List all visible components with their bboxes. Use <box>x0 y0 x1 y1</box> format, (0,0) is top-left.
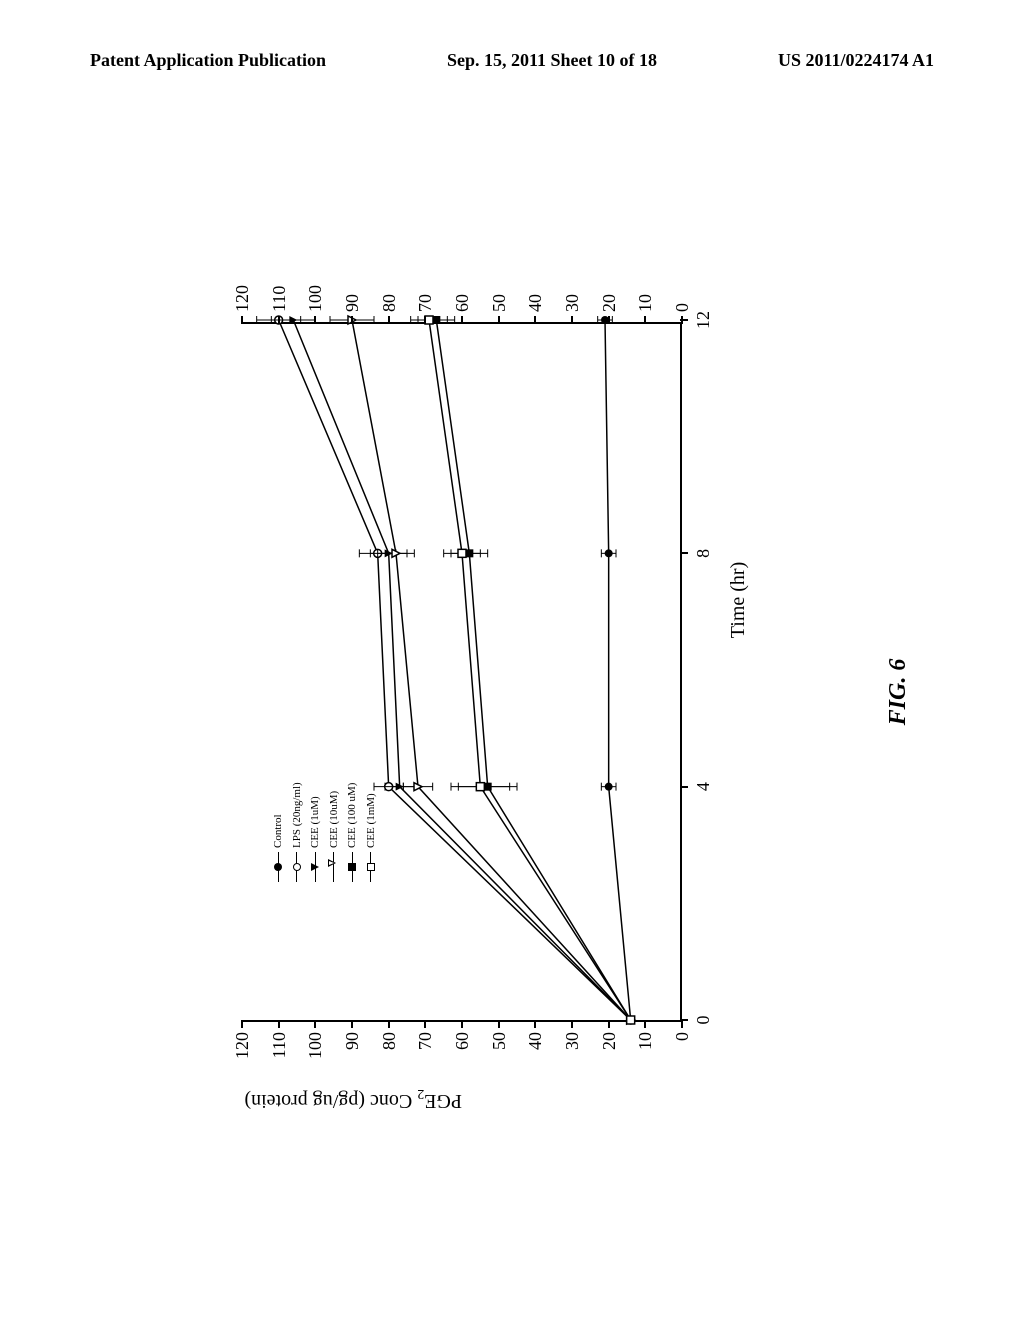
line-chart: PGE2 Conc (pg/ug protein) Control LPS (2… <box>222 242 782 1142</box>
y-tick <box>498 1020 500 1028</box>
y-tick <box>534 1020 536 1028</box>
y-tick-label: 100 <box>305 1032 326 1068</box>
y-tick-label: 80 <box>379 276 400 312</box>
legend-label: LPS (20ng/ml) <box>289 782 306 848</box>
y-tick <box>644 316 646 324</box>
y-tick-label: 120 <box>232 276 253 312</box>
y-tick <box>571 1020 573 1028</box>
y-tick-label: 10 <box>635 1032 656 1068</box>
y-tick-label: 110 <box>269 1032 290 1068</box>
y-tick <box>644 1020 646 1028</box>
legend-label: CEE (10uM) <box>326 791 343 848</box>
y-tick <box>351 1020 353 1028</box>
square-filled-icon <box>348 863 356 871</box>
x-axis-title: Time (hr) <box>727 562 750 638</box>
header-center: Sep. 15, 2011 Sheet 10 of 18 <box>447 50 657 71</box>
y-tick <box>608 316 610 324</box>
y-tick <box>461 316 463 324</box>
y-tick <box>424 1020 426 1028</box>
rotated-chart-wrapper: PGE2 Conc (pg/ug protein) Control LPS (2… <box>0 178 1024 1202</box>
page-header: Patent Application Publication Sep. 15, … <box>0 50 1024 71</box>
triangle-filled-icon <box>311 863 319 871</box>
y-tick-label: 40 <box>525 1032 546 1068</box>
y-tick-label: 40 <box>525 276 546 312</box>
legend: Control LPS (20ng/ml) CEE (1uM) CEE (10u… <box>270 782 381 882</box>
y-tick <box>241 316 243 324</box>
page-content: PGE2 Conc (pg/ug protein) Control LPS (2… <box>0 140 1024 1240</box>
y-tick-label: 80 <box>379 1032 400 1068</box>
y-tick <box>241 1020 243 1028</box>
y-tick-label: 90 <box>342 276 363 312</box>
legend-label: CEE (1mM) <box>363 793 380 848</box>
circle-filled-icon <box>274 863 282 871</box>
x-tick <box>680 1019 688 1021</box>
x-tick <box>680 786 688 788</box>
y-tick <box>534 316 536 324</box>
y-tick <box>461 1020 463 1028</box>
header-right: US 2011/0224174 A1 <box>778 50 934 71</box>
y-tick-label: 60 <box>452 276 473 312</box>
y-tick <box>388 1020 390 1028</box>
y-tick-label: 50 <box>489 1032 510 1068</box>
x-tick-label: 12 <box>693 311 714 329</box>
y-tick <box>571 316 573 324</box>
y-tick-label: 0 <box>672 1032 693 1068</box>
legend-item-lps: LPS (20ng/ml) <box>289 782 306 882</box>
triangle-open-icon <box>328 859 348 867</box>
square-open-icon <box>367 863 375 871</box>
plot-svg <box>242 320 682 1020</box>
y-tick <box>278 1020 280 1028</box>
y-tick-label: 110 <box>269 276 290 312</box>
y-tick-label: 30 <box>562 276 583 312</box>
y-tick <box>681 1020 683 1028</box>
x-tick-label: 0 <box>693 1016 714 1025</box>
legend-label: CEE (1uM) <box>307 796 324 848</box>
y-axis-title: PGE2 Conc (pg/ug protein) <box>244 1085 462 1112</box>
y-tick <box>278 316 280 324</box>
legend-item-control: Control <box>270 782 287 882</box>
y-tick <box>424 316 426 324</box>
plot-area: Control LPS (20ng/ml) CEE (1uM) CEE (10u… <box>242 322 682 1022</box>
y-tick-label: 50 <box>489 276 510 312</box>
y-tick <box>608 1020 610 1028</box>
y-tick-label: 0 <box>672 276 693 312</box>
y-tick <box>351 316 353 324</box>
y-tick <box>498 316 500 324</box>
x-tick <box>680 552 688 554</box>
y-tick-label: 10 <box>635 276 656 312</box>
legend-item-cee-100um: CEE (100 uM) <box>344 782 361 882</box>
header-left: Patent Application Publication <box>90 50 326 71</box>
legend-label: CEE (100 uM) <box>344 783 361 848</box>
y-tick <box>314 316 316 324</box>
legend-item-cee-1mm: CEE (1mM) <box>363 782 380 882</box>
y-tick-label: 30 <box>562 1032 583 1068</box>
y-tick <box>388 316 390 324</box>
x-tick-label: 8 <box>693 549 714 558</box>
y-tick-label: 20 <box>599 1032 620 1068</box>
y-tick-label: 120 <box>232 1032 253 1068</box>
legend-label: Control <box>270 814 287 848</box>
y-tick <box>314 1020 316 1028</box>
y-tick-label: 90 <box>342 1032 363 1068</box>
x-tick <box>680 319 688 321</box>
legend-item-cee-10um: CEE (10uM) <box>326 782 343 882</box>
legend-item-cee-1um: CEE (1uM) <box>307 782 324 882</box>
figure-label: FIG. 6 <box>885 659 912 726</box>
y-tick-label: 100 <box>305 276 326 312</box>
y-tick-label: 70 <box>415 1032 436 1068</box>
circle-open-icon <box>293 863 301 871</box>
y-tick-label: 70 <box>415 276 436 312</box>
y-tick-label: 60 <box>452 1032 473 1068</box>
y-tick-label: 20 <box>599 276 620 312</box>
x-tick-label: 4 <box>693 782 714 791</box>
